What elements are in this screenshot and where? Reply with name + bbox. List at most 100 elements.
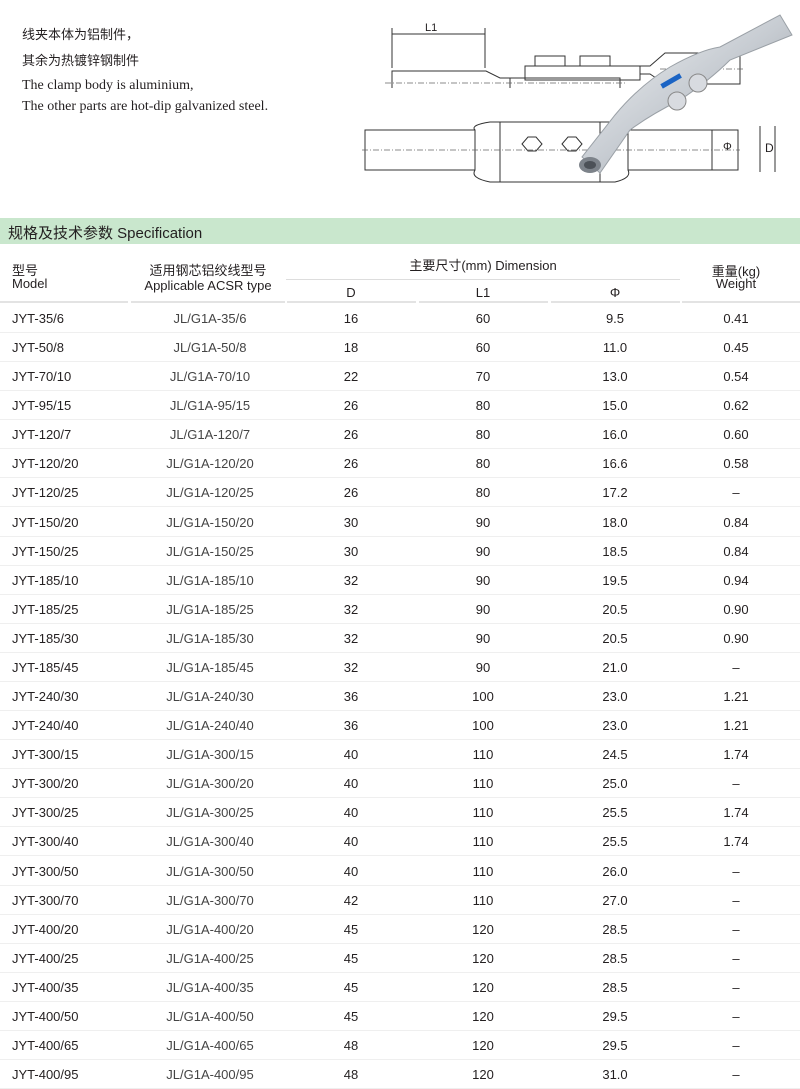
cell-acsr-type: JL/G1A-95/15: [169, 398, 251, 414]
cell-model: JYT-300/50: [12, 863, 79, 879]
table-row: JYT-185/25 JL/G1A-185/25 32 90 20.5 0.90: [0, 595, 800, 624]
cell-d: 32: [343, 572, 359, 588]
table-row: JYT-300/25 JL/G1A-300/25 40 110 25.5 1.74: [0, 798, 800, 828]
row-divider: [0, 1000, 800, 1002]
cell-model: JYT-120/7: [12, 427, 72, 443]
row-divider: [0, 622, 800, 624]
cell-d: 30: [343, 543, 359, 559]
cell-acsr-type: JL/G1A-185/10: [166, 572, 254, 588]
cell-phi: 25.5: [602, 834, 628, 850]
cell-d: 22: [343, 369, 359, 385]
cell-acsr-type: JL/G1A-400/95: [166, 1067, 254, 1083]
cell-l1: 60: [475, 340, 491, 356]
cell-weight: –: [732, 950, 740, 966]
row-divider: [0, 361, 800, 363]
cell-acsr-type: JL/G1A-400/50: [166, 1008, 254, 1024]
row-divider: [0, 419, 800, 421]
cell-acsr-type: JL/G1A-50/8: [173, 340, 247, 356]
header-l1: L1: [475, 285, 491, 300]
cell-model: JYT-150/20: [12, 514, 79, 530]
cell-phi: 23.0: [602, 689, 628, 705]
row-divider: [0, 768, 800, 770]
cell-acsr-type: JL/G1A-300/20: [166, 776, 254, 792]
cell-weight: –: [732, 485, 740, 501]
cell-l1: 90: [475, 659, 491, 675]
cell-weight: –: [732, 979, 740, 995]
cell-acsr-type: JL/G1A-400/20: [166, 921, 254, 937]
cell-acsr-type: JL/G1A-150/20: [166, 514, 254, 530]
cell-phi: 24.5: [602, 747, 628, 763]
cell-phi: 15.0: [602, 398, 628, 414]
cell-phi: 26.0: [602, 863, 628, 879]
cell-phi: 18.0: [602, 514, 628, 530]
cell-phi: 28.5: [602, 979, 628, 995]
dimension-divider: [286, 279, 680, 280]
cell-model: JYT-300/25: [12, 805, 79, 821]
cell-weight: 0.90: [723, 601, 749, 617]
cell-d: 16: [343, 311, 359, 326]
cell-l1: 110: [472, 863, 494, 879]
cell-phi: 28.5: [602, 950, 628, 966]
cell-d: 30: [343, 514, 359, 530]
cell-model: JYT-240/40: [12, 718, 79, 734]
row-divider: [0, 884, 800, 886]
cell-model: JYT-185/30: [12, 630, 79, 646]
section-title: 规格及技术参数 Specification: [8, 225, 203, 242]
cell-phi: 27.0: [602, 892, 628, 908]
table-row: JYT-400/35 JL/G1A-400/35 45 120 28.5 –: [0, 973, 800, 1002]
cell-l1: 60: [475, 311, 491, 326]
cell-model: JYT-400/50: [12, 1008, 79, 1024]
table-row: JYT-240/30 JL/G1A-240/30 36 100 23.0 1.21: [0, 682, 800, 712]
cell-model: JYT-400/20: [12, 921, 79, 937]
cell-l1: 80: [475, 456, 491, 472]
cell-weight: –: [732, 863, 740, 879]
cell-weight: 0.45: [723, 340, 749, 356]
cell-weight: 1.74: [723, 834, 749, 850]
table-row: JYT-150/20 JL/G1A-150/20 30 90 18.0 0.84: [0, 508, 800, 537]
cell-l1: 120: [472, 979, 494, 995]
cell-model: JYT-95/15: [12, 398, 72, 414]
cell-model: JYT-70/10: [12, 369, 72, 385]
cell-weight: 0.84: [723, 543, 749, 559]
cell-model: JYT-185/25: [12, 601, 79, 617]
table-row: JYT-300/20 JL/G1A-300/20 40 110 25.0 –: [0, 769, 800, 799]
cell-acsr-type: JL/G1A-300/40: [166, 834, 254, 850]
cell-l1: 110: [472, 747, 494, 763]
cell-acsr-type: JL/G1A-300/25: [166, 805, 254, 821]
clamp-top-view-diagram: [362, 121, 776, 183]
header-weight-cn: 重量(kg): [711, 264, 761, 279]
cell-phi: 9.5: [605, 311, 625, 326]
cell-l1: 80: [475, 398, 491, 414]
cell-l1: 80: [475, 485, 491, 501]
row-divider: [0, 971, 800, 973]
cell-acsr-type: JL/G1A-300/15: [166, 747, 254, 763]
cell-d: 40: [343, 863, 359, 879]
cell-phi: 28.5: [602, 921, 628, 937]
row-divider: [0, 710, 800, 712]
row-divider: [0, 942, 800, 944]
row-divider: [0, 506, 800, 508]
row-divider: [0, 477, 800, 479]
row-divider: [0, 535, 800, 537]
cell-phi: 16.6: [602, 456, 628, 472]
header-acsr-en: Applicable ACSR type: [144, 278, 272, 293]
cell-model: JYT-120/20: [12, 456, 79, 472]
row-divider: [0, 913, 800, 915]
table-row: JYT-150/25 JL/G1A-150/25 30 90 18.5 0.84: [0, 537, 800, 566]
cell-weight: 1.21: [723, 689, 749, 705]
cell-phi: 20.5: [602, 601, 628, 617]
dimension-label-l1: L1: [425, 22, 438, 34]
cell-phi: 19.5: [602, 572, 628, 588]
table-row: JYT-400/50 JL/G1A-400/50 45 120 29.5 –: [0, 1002, 800, 1031]
cell-d: 36: [343, 689, 359, 705]
table-row: JYT-185/30 JL/G1A-185/30 32 90 20.5 0.90: [0, 624, 800, 653]
cell-d: 40: [343, 834, 359, 850]
cell-acsr-type: JL/G1A-185/45: [166, 659, 254, 675]
cell-weight: –: [732, 776, 740, 792]
row-divider: [0, 332, 800, 333]
cell-phi: 25.5: [602, 805, 628, 821]
cell-d: 32: [343, 630, 359, 646]
cell-l1: 70: [475, 369, 491, 385]
cell-l1: 90: [475, 572, 491, 588]
cell-model: JYT-185/45: [12, 659, 79, 675]
